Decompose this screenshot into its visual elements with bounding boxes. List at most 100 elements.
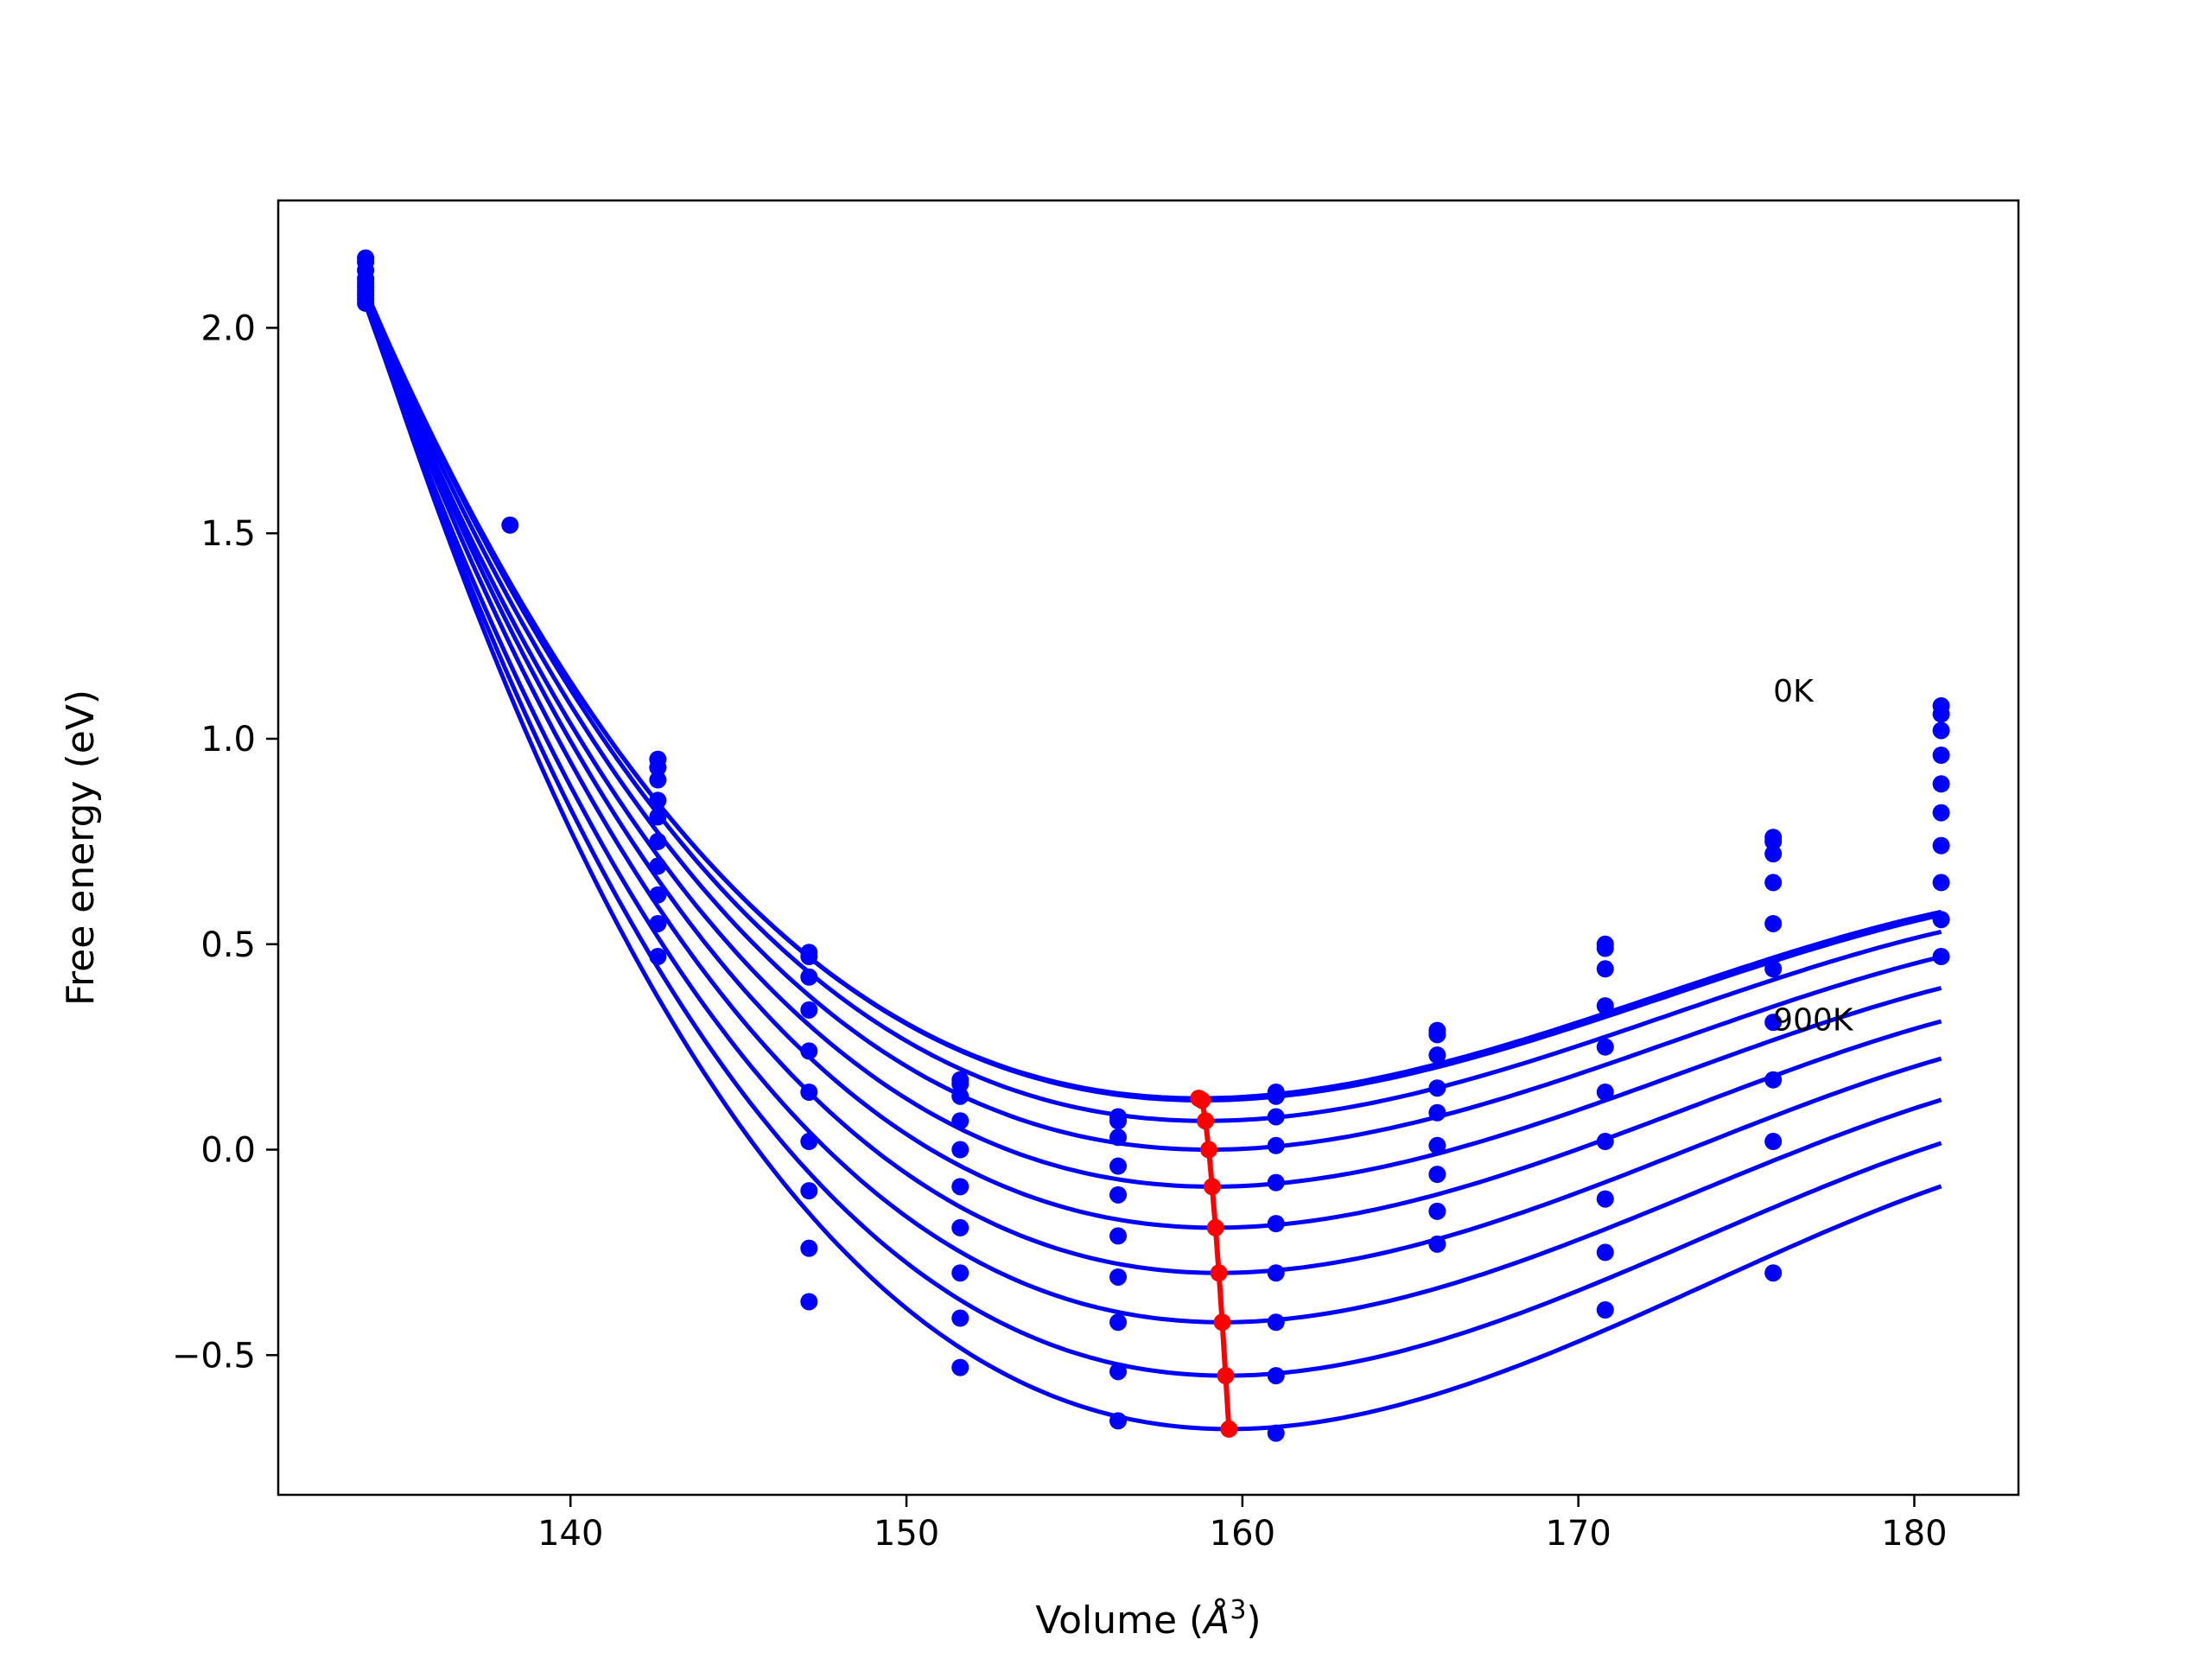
point-9-6	[1267, 1424, 1285, 1442]
y-tick-label-3: 1.0	[200, 720, 256, 760]
minimum-point-2	[1197, 1112, 1215, 1130]
point-4-4	[951, 1141, 969, 1159]
point-3-4	[951, 1112, 969, 1130]
minimum-point-5	[1206, 1218, 1224, 1236]
point-2-9	[1764, 845, 1783, 863]
point-5-2	[649, 832, 667, 850]
point-4-2	[649, 808, 667, 826]
point-6-4	[951, 1218, 969, 1236]
point-8-5	[1109, 1363, 1128, 1381]
point-3-8	[1596, 997, 1614, 1015]
point-3-6	[1267, 1136, 1285, 1154]
point-1-7	[1428, 1026, 1446, 1044]
minimum-point-9	[1220, 1420, 1238, 1438]
point-7-2	[649, 886, 667, 904]
point-0-1	[501, 516, 519, 534]
point-6-9	[1764, 1014, 1783, 1032]
point-3-10	[1932, 747, 1950, 764]
curve-8	[363, 302, 1942, 1378]
point-2-7	[1428, 1046, 1446, 1065]
point-4-3	[800, 1042, 818, 1060]
point-9-9	[1764, 1264, 1783, 1282]
point-9-2	[649, 948, 667, 966]
point-9-0	[357, 294, 375, 312]
point-1-2	[649, 759, 667, 777]
point-2-3	[800, 968, 818, 986]
point-2-2	[649, 771, 667, 789]
curve-1	[363, 290, 1942, 1103]
point-6-8	[1596, 1133, 1614, 1151]
point-5-3	[800, 1083, 818, 1101]
point-8-9	[1764, 1133, 1783, 1151]
y-tick-label-4: 1.5	[200, 514, 256, 554]
point-4-5	[1109, 1185, 1128, 1204]
point-3-5	[1109, 1157, 1128, 1175]
curve-2	[363, 289, 1942, 1123]
point-4-7	[1428, 1103, 1446, 1122]
point-6-5	[1109, 1268, 1128, 1286]
point-4-10	[1932, 775, 1950, 793]
point-2-6	[1267, 1108, 1285, 1126]
point-8-4	[951, 1309, 969, 1327]
point-2-8	[1596, 960, 1614, 978]
y-axis-label: Free energy (eV)	[59, 690, 103, 1006]
point-9-4	[951, 1358, 969, 1376]
x-tick-label-3: 170	[1545, 1514, 1611, 1554]
annotation-0: 0K	[1773, 674, 1815, 709]
minimum-point-7	[1213, 1313, 1231, 1332]
point-5-9	[1764, 960, 1783, 978]
point-5-10	[1932, 804, 1950, 822]
minima-line	[1190, 1090, 1238, 1438]
point-1-8	[1596, 939, 1614, 957]
point-1-10	[1932, 705, 1950, 723]
annotation-1: 900K	[1773, 1002, 1854, 1038]
point-7-7	[1428, 1202, 1446, 1220]
point-9-8	[1596, 1301, 1614, 1319]
point-9-5	[1109, 1412, 1128, 1430]
point-2-10	[1932, 721, 1950, 740]
curve-6	[363, 299, 1942, 1275]
y-axis-ticks: −0.5 0.0 0.5 1.0 1.5 2.0	[172, 308, 278, 1376]
minima-path	[1197, 1096, 1232, 1430]
point-6-2	[649, 857, 667, 875]
point-7-3	[800, 1182, 818, 1200]
x-axis-ticks: 140 150 160 170 180	[537, 1495, 1948, 1554]
point-5-7	[1428, 1136, 1446, 1154]
minimum-point-3	[1199, 1141, 1217, 1159]
curve-7	[363, 303, 1942, 1325]
point-5-6	[1267, 1215, 1285, 1233]
point-4-9	[1764, 914, 1783, 932]
x-tick-label-0: 140	[537, 1514, 603, 1554]
x-tick-label-1: 150	[874, 1514, 939, 1554]
point-1-5	[1109, 1112, 1128, 1130]
point-3-2	[649, 791, 667, 810]
curve-9	[363, 297, 1942, 1432]
minimum-point-4	[1203, 1178, 1221, 1196]
plot-frame	[276, 199, 2020, 1497]
point-5-8	[1596, 1083, 1614, 1101]
point-5-5	[1109, 1227, 1128, 1245]
minimum-point-1	[1193, 1091, 1211, 1109]
y-tick-label-0: −0.5	[172, 1336, 256, 1376]
point-7-9	[1764, 1071, 1783, 1089]
point-1-4	[951, 1075, 969, 1093]
y-tick-label-5: 2.0	[200, 308, 256, 348]
point-1-3	[800, 948, 818, 966]
data-points	[357, 249, 1950, 1442]
point-8-2	[649, 914, 667, 932]
point-4-8	[1596, 1038, 1614, 1056]
point-7-8	[1596, 1190, 1614, 1208]
x-axis-label: Volume (Å3)	[1035, 1595, 1261, 1643]
point-1-9	[1764, 832, 1783, 850]
point-7-6	[1267, 1313, 1285, 1332]
curve-3	[363, 295, 1942, 1152]
point-8-6	[1267, 1367, 1285, 1385]
x-tick-label-4: 180	[1881, 1514, 1947, 1554]
point-6-6	[1267, 1264, 1285, 1282]
point-3-9	[1764, 874, 1783, 892]
point-8-7	[1428, 1235, 1446, 1253]
annotations: 0K 900K	[1773, 674, 1854, 1038]
point-9-10	[1932, 948, 1950, 966]
